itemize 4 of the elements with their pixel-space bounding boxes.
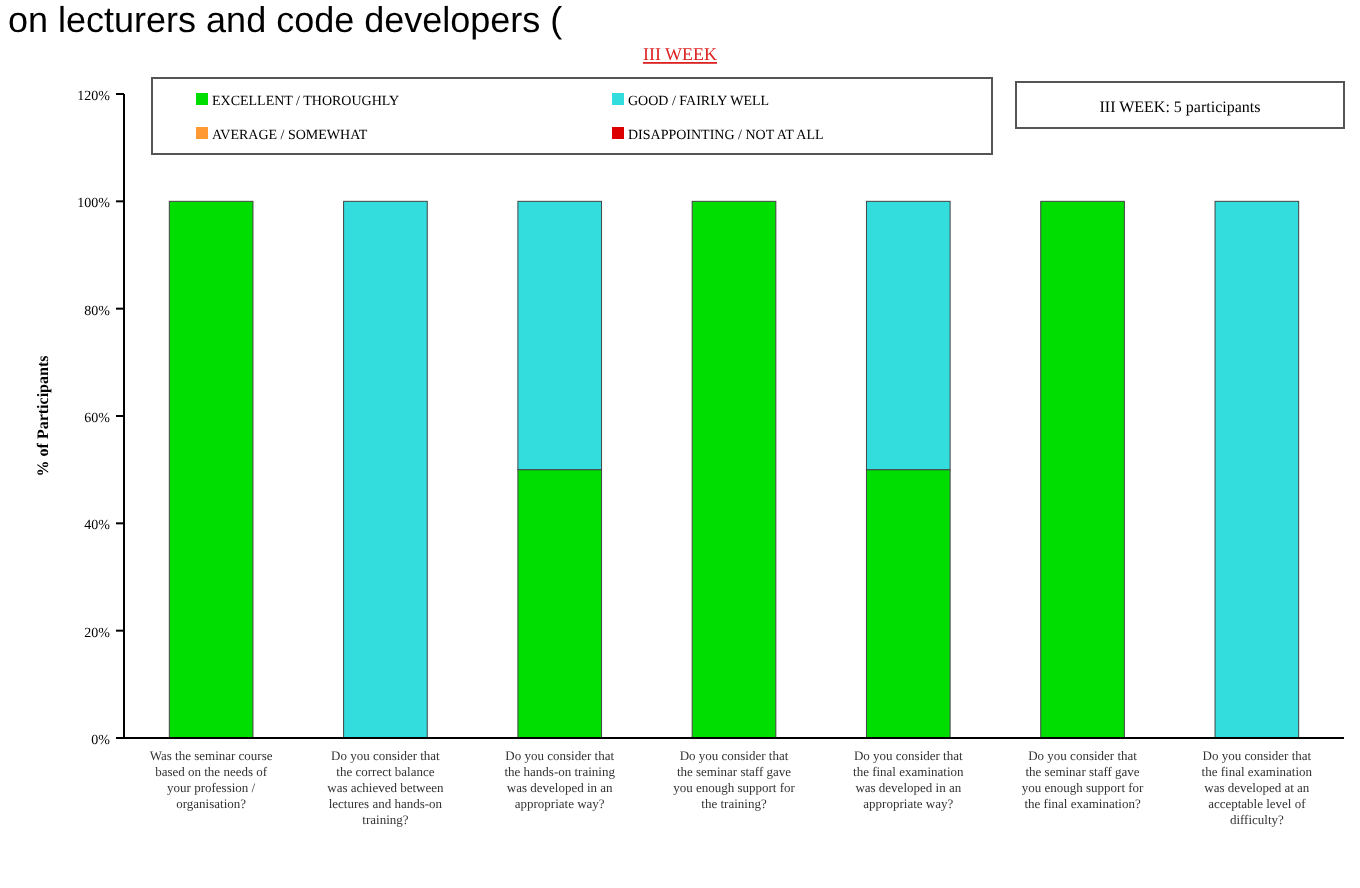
annotation: III WEEK: 5 participants: [1099, 98, 1261, 116]
y-axis-title: % of Participants: [34, 355, 52, 477]
text: on lecturers and code developers (: [8, 0, 563, 40]
chart-title: III WEEK: [642, 44, 719, 64]
